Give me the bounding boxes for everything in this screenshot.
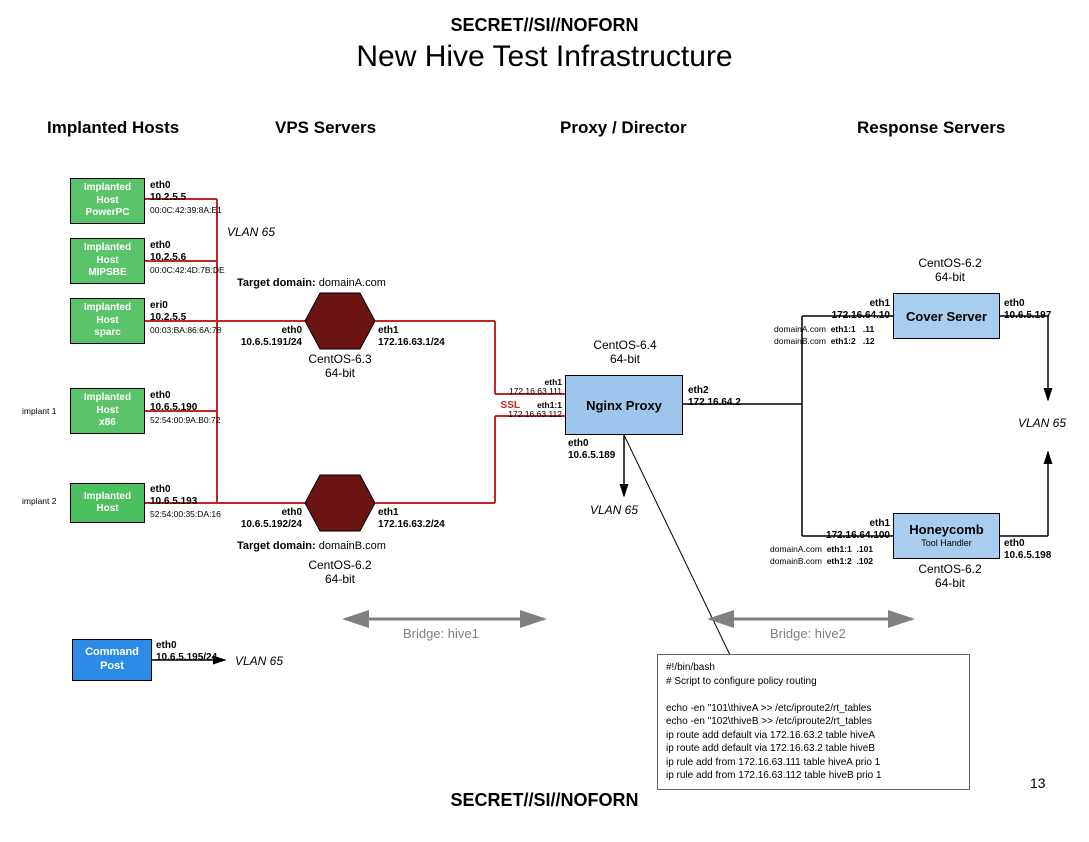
vps1-eth1-ip: 172.16.63.1/24 — [378, 337, 445, 349]
cover-server: Cover Server — [893, 293, 1000, 339]
page-title: New Hive Test Infrastructure — [0, 40, 1089, 74]
response-vlan: VLAN 65 — [1018, 416, 1066, 430]
host2-if: eth0 — [150, 240, 171, 252]
page-number: 13 — [1030, 775, 1046, 791]
host5-ip: 10.6.5.193 — [150, 496, 197, 508]
proxy-os: CentOS-6.464-bit — [580, 338, 670, 366]
host2-mac: 00:0C:42:4D:7B:DE — [150, 266, 225, 275]
proxy-eth1: eth1172.16.63.111 — [504, 378, 562, 397]
proxy-vlan: VLAN 65 — [590, 503, 638, 517]
host5-if: eth0 — [150, 484, 171, 496]
col-head-vps: VPS Servers — [275, 118, 376, 138]
proxy-eth11: eth1:1172.16.63.112 — [504, 401, 562, 420]
implant1-tag: implant 1 — [22, 407, 57, 416]
host3-ip: 10.2.5.5 — [150, 312, 186, 324]
host5-mac: 52:54:00:35:DA:16 — [150, 510, 221, 519]
cover-os: CentOS-6.264-bit — [910, 256, 990, 284]
host1-ip: 10.2.5.5 — [150, 192, 186, 204]
vps1-os: CentOS-6.364-bit — [300, 352, 380, 380]
vps2-eth1-l: eth1 — [378, 507, 399, 519]
col-head-implanted: Implanted Hosts — [47, 118, 179, 138]
host4-mac: 52:54:00:9A:B0:72 — [150, 416, 220, 425]
honey-eth0: eth010.6.5.198 — [1004, 538, 1051, 562]
cover-eth1: eth1172.16.64.10 — [822, 298, 890, 322]
host-powerpc: Implanted Host PowerPC — [70, 178, 145, 224]
host3-mac: 00:03:BA:86:6A:78 — [150, 326, 221, 335]
proxy-eth2: eth2172.16.64.2 — [688, 385, 741, 409]
cmd-vlan: VLAN 65 — [235, 654, 283, 668]
cover-d1: domainA.com eth1:1 .11 — [774, 325, 904, 334]
host-sparc: Implanted Host sparc — [70, 298, 145, 344]
vps2-target: Target domain: domainB.com — [237, 540, 386, 553]
vps1-eth0-ip: 10.6.5.191/24 — [236, 337, 302, 349]
honey-os: CentOS-6.264-bit — [910, 562, 990, 590]
vps1-eth1-l: eth1 — [378, 325, 399, 337]
host-l3: PowerPC — [86, 207, 130, 220]
classification-header: SECRET//SI//NOFORN — [0, 15, 1089, 36]
honeycomb: HoneycombTool Handler — [893, 513, 1000, 559]
cmd-ip: 10.6.5.195/24 — [156, 652, 217, 664]
vps2-os: CentOS-6.264-bit — [300, 558, 380, 586]
script-box: #!/bin/bash # Script to configure policy… — [657, 654, 970, 790]
bridge1-label: Bridge: hive1 — [403, 626, 479, 641]
cover-eth0: eth010.6.5.197 — [1004, 298, 1051, 322]
host3-if: eri0 — [150, 300, 168, 312]
host-implant2: Implanted Host — [70, 483, 145, 523]
proxy-eth0: eth010.6.5.189 — [568, 438, 615, 462]
host-x86: Implanted Host x86 — [70, 388, 145, 434]
host1-mac: 00:0C:42:39:8A:E1 — [150, 206, 222, 215]
command-post: Command Post — [72, 639, 152, 681]
col-head-proxy: Proxy / Director — [560, 118, 687, 138]
honey-d1: domainA.com eth1:1 .101 — [770, 545, 905, 554]
vps1-eth0-l: eth0 — [272, 325, 302, 337]
classification-footer: SECRET//SI//NOFORN — [0, 790, 1089, 811]
honey-eth1: eth1172.16.64.100 — [816, 518, 890, 542]
vps1-target: Target domain: domainA.com — [237, 277, 386, 290]
host-l1: Implanted — [84, 182, 131, 195]
host1-if: eth0 — [150, 180, 171, 192]
host4-ip: 10.6.5.190 — [150, 402, 197, 414]
implant2-tag: implant 2 — [22, 497, 57, 506]
vps2-eth1-ip: 172.16.63.2/24 — [378, 519, 445, 531]
host4-if: eth0 — [150, 390, 171, 402]
cover-d2: domainB.com eth1:2 .12 — [774, 337, 904, 346]
host-l2: Host — [96, 195, 118, 208]
nginx-proxy: Nginx Proxy — [565, 375, 683, 435]
host2-ip: 10.2.5.6 — [150, 252, 186, 264]
honey-d2: domainB.com eth1:2 .102 — [770, 557, 905, 566]
host-mipsbe: Implanted Host MIPSBE — [70, 238, 145, 284]
col-head-response: Response Servers — [857, 118, 1005, 138]
bridge2-label: Bridge: hive2 — [770, 626, 846, 641]
cmd-if: eth0 — [156, 640, 177, 652]
vps2-eth0-ip: 10.6.5.192/24 — [236, 519, 302, 531]
vlan-top-label: VLAN 65 — [227, 225, 275, 239]
vps2-eth0-l: eth0 — [272, 507, 302, 519]
